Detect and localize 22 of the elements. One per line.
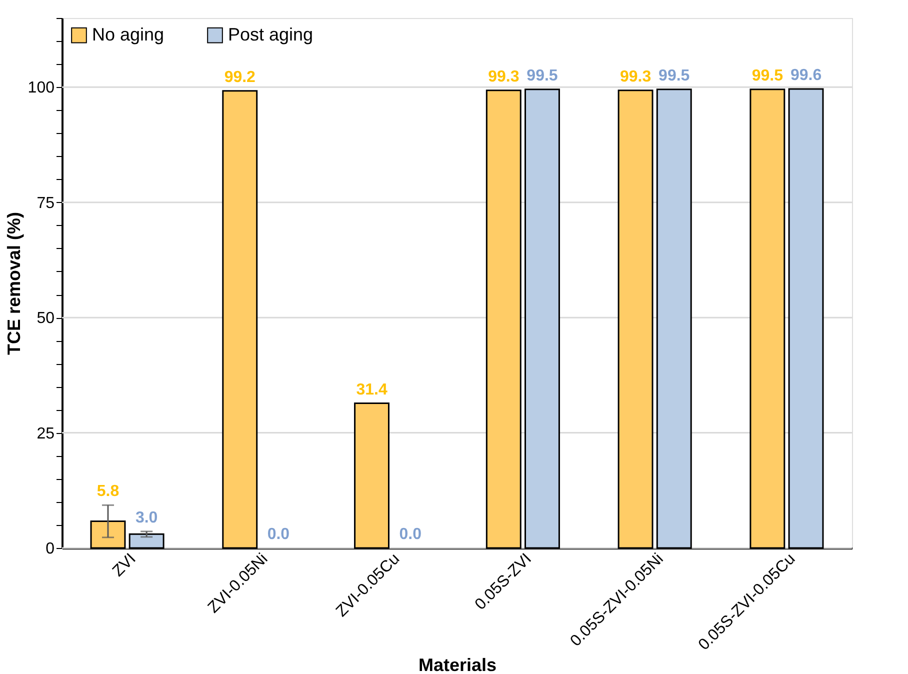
x-axis-title: Materials — [418, 654, 497, 674]
y-tick-label: 100 — [28, 80, 55, 97]
data-label: 99.5 — [752, 67, 784, 84]
y-tick-label: 50 — [36, 310, 55, 328]
legend-label: No aging — [92, 24, 164, 44]
data-label: 99.3 — [488, 68, 520, 86]
data-label: 99.5 — [658, 67, 690, 84]
data-label: 99.3 — [620, 68, 652, 86]
y-axis-title: TCE removal (%) — [4, 212, 24, 356]
y-tick-label: 25 — [36, 425, 55, 442]
data-label: 99.2 — [224, 68, 256, 86]
data-label: 0.0 — [399, 526, 422, 543]
data-label: 31.4 — [356, 381, 388, 398]
x-tick-label: ZVI — [110, 550, 140, 580]
data-label: 0.0 — [267, 526, 290, 543]
legend-label: Post aging — [228, 24, 314, 44]
y-tick-label: 75 — [36, 194, 55, 212]
data-label: 99.6 — [790, 66, 822, 84]
data-label: 3.0 — [135, 509, 158, 526]
data-label: 99.5 — [526, 67, 558, 84]
data-label: 5.8 — [96, 483, 120, 500]
y-tick-label: 0 — [46, 540, 55, 558]
